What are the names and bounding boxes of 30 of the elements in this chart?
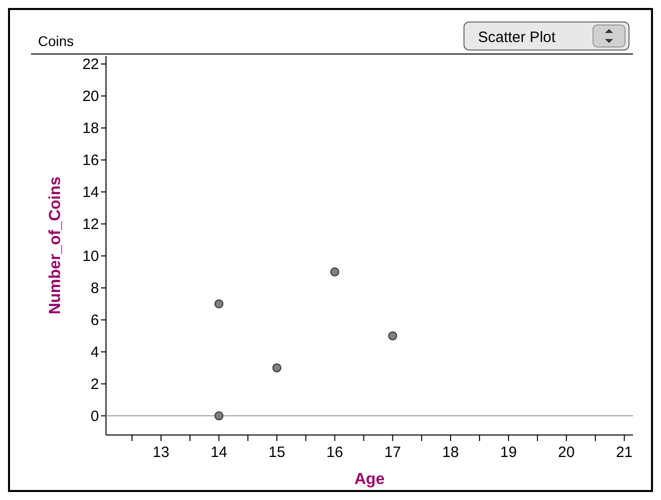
- x-tick-label: 17: [384, 444, 402, 461]
- y-tick-label: 0: [90, 408, 99, 425]
- x-tick-label: 18: [442, 444, 459, 461]
- y-tick-label: 20: [82, 88, 99, 105]
- x-tick-label: 15: [268, 444, 286, 461]
- x-tick-label: 20: [558, 444, 575, 461]
- x-tick-label: 13: [152, 444, 170, 461]
- point: [214, 299, 224, 308]
- chart-title: Coins: [38, 33, 74, 49]
- x-tick-label: 21: [616, 444, 633, 461]
- y-tick-label: 2: [90, 376, 99, 393]
- point: [330, 267, 340, 276]
- x-tick-label: 19: [500, 444, 517, 461]
- point: [272, 363, 282, 372]
- x-tick-label: 14: [210, 444, 228, 461]
- point: [214, 411, 224, 420]
- y-tick-label: 4: [90, 344, 99, 361]
- y-tick-label: 16: [82, 152, 99, 169]
- x-axis-title: Age: [354, 471, 385, 488]
- dropdown-menu: Scatter Plot: [464, 22, 630, 50]
- point: [388, 331, 398, 340]
- y-tick-label: 6: [90, 312, 99, 329]
- y-tick-label: 18: [82, 120, 99, 137]
- y-tick-label: 12: [82, 216, 99, 233]
- y-tick-label: 10: [82, 248, 99, 265]
- y-tick-label: 22: [82, 56, 99, 73]
- y-tick-label: 14: [82, 184, 99, 201]
- y-axis-title: Number_of_Coins: [47, 176, 64, 314]
- x-tick-label: 16: [326, 444, 344, 461]
- y-tick-label: 8: [90, 280, 99, 297]
